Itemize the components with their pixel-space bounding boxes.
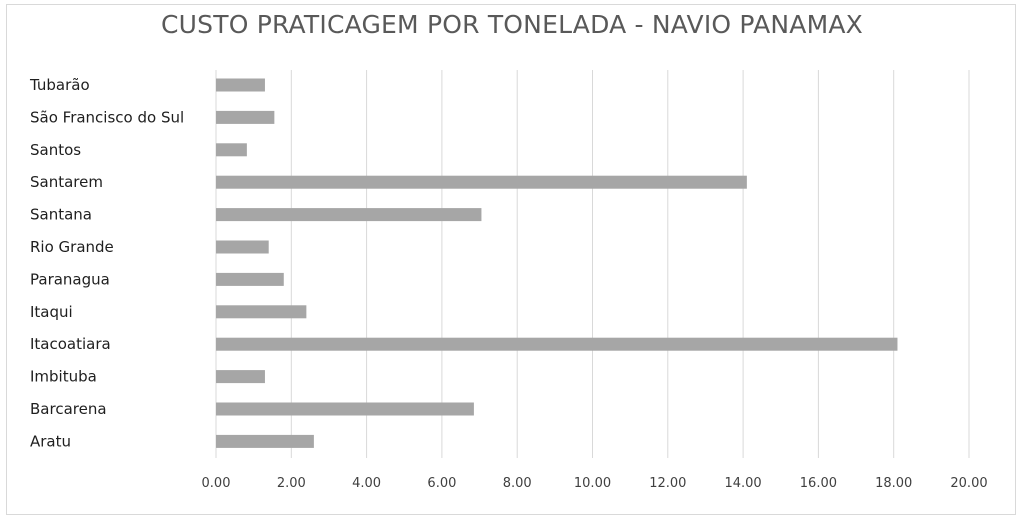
category-label: Imbituba [30,368,97,386]
chart-area [6,4,1016,515]
bar [216,370,265,384]
bar [216,175,747,189]
bar [216,402,474,416]
bar [216,240,269,254]
chart-title: CUSTO PRATICAGEM POR TONELADA - NAVIO PA… [161,10,863,39]
bar [216,143,247,157]
bar [216,208,482,222]
category-label: Santarem [30,173,103,191]
x-tick-label: 16.00 [800,476,837,491]
bar [216,305,307,319]
category-label: Barcarena [30,400,107,418]
bar [216,272,284,286]
category-label: Paranagua [30,270,110,288]
category-label: São Francisco do Sul [30,108,184,126]
x-tick-label: 6.00 [427,476,456,491]
x-tick-label: 0.00 [202,476,231,491]
category-label: Aratu [30,432,71,450]
category-label: Santana [30,206,92,224]
category-label: Itacoatiara [30,335,111,353]
category-label: Santos [30,141,81,159]
x-tick-label: 10.00 [574,476,611,491]
bar [216,434,314,448]
x-tick-label: 14.00 [724,476,761,491]
bar [216,110,275,124]
category-label: Itaqui [30,303,73,321]
x-tick-label: 4.00 [352,476,381,491]
x-tick-label: 12.00 [649,476,686,491]
bar [216,78,265,92]
bar [216,337,898,351]
x-tick-label: 20.00 [950,476,987,491]
category-label: Tubarão [29,76,90,94]
category-label: Rio Grande [30,238,114,256]
x-tick-label: 2.00 [277,476,306,491]
x-tick-label: 18.00 [875,476,912,491]
x-tick-label: 8.00 [503,476,532,491]
